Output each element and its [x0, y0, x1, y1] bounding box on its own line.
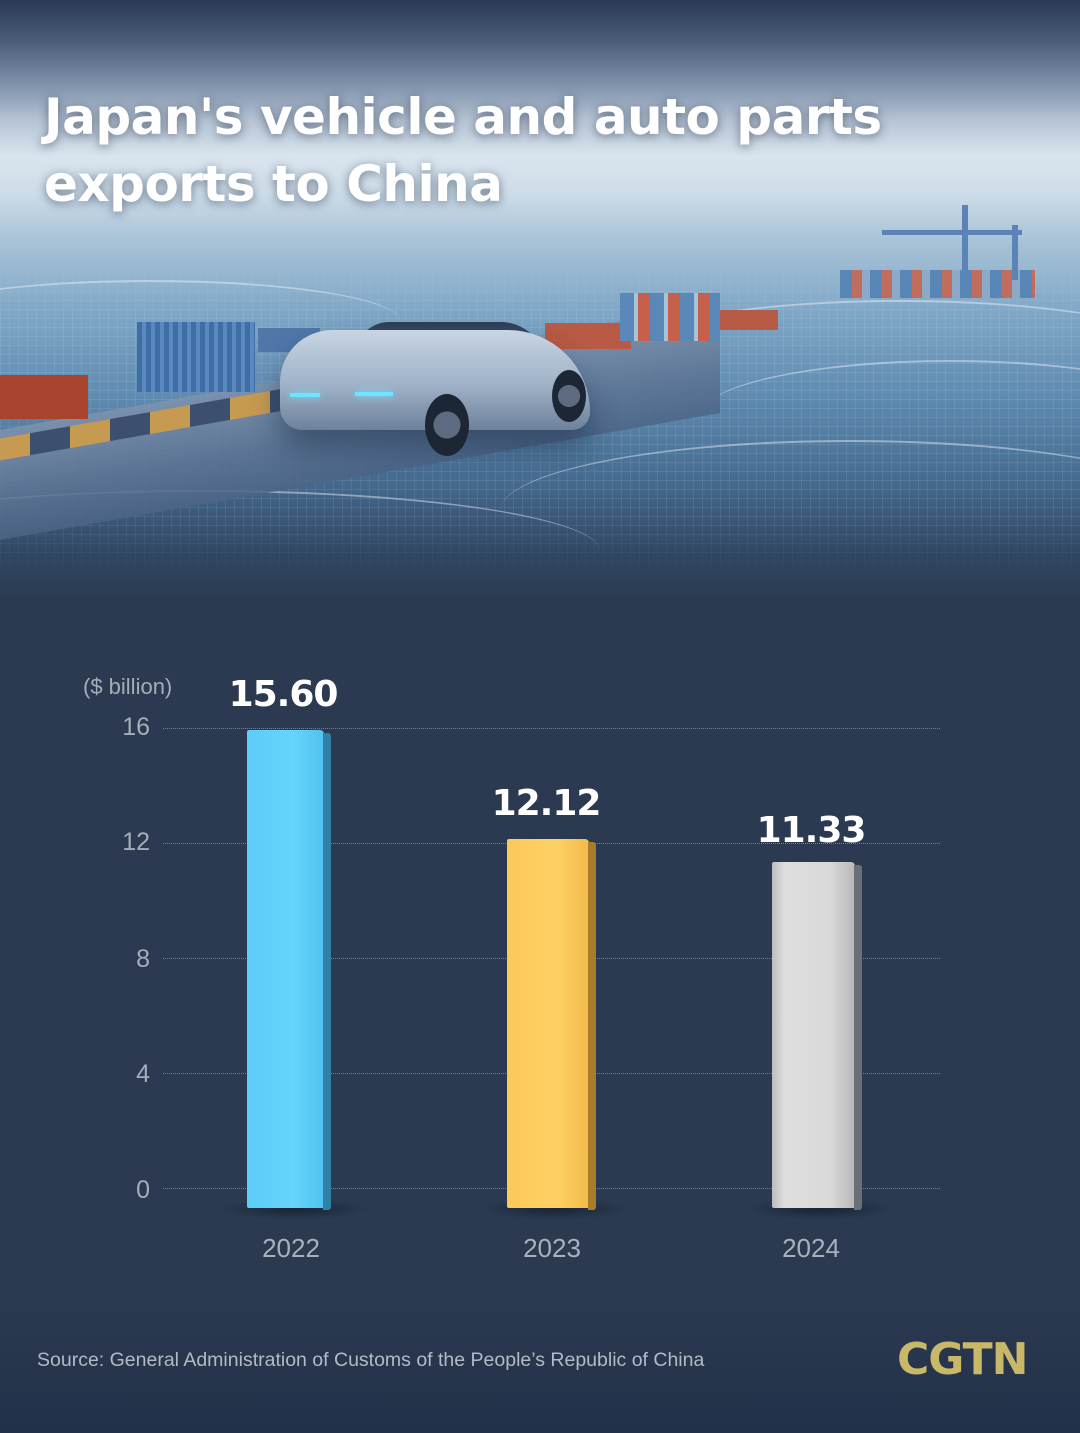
source-note: Source: General Administration of Custom…: [37, 1349, 705, 1371]
wave-line: [0, 490, 600, 600]
page-title: Japan's vehicle and auto parts exports t…: [44, 84, 944, 218]
car-wheel: [552, 370, 586, 422]
bar-2024: [772, 862, 862, 1210]
y-tick-label: 4: [136, 1060, 150, 1088]
value-label-2024: 11.33: [756, 810, 867, 851]
shipping-container-red: [0, 375, 88, 419]
hero-illustration: [0, 0, 1080, 600]
x-tick-label-2024: 2024: [782, 1233, 840, 1263]
port-crane: [1012, 225, 1018, 280]
footer: [0, 1300, 1080, 1433]
y-tick-label: 0: [136, 1176, 150, 1204]
wave-line: [500, 440, 1080, 582]
y-tick-label: 12: [122, 828, 150, 856]
bar-side: [854, 865, 862, 1210]
shipping-container-blue: [137, 322, 255, 392]
wave-line: [600, 300, 1080, 422]
car-headlight: [355, 392, 393, 396]
cargo-ship: [840, 270, 1035, 298]
value-label-2022: 15.60: [228, 674, 339, 715]
title-line-2: exports to China: [44, 155, 503, 213]
port-crane: [882, 230, 1022, 235]
title-line-1: Japan's vehicle and auto parts: [44, 88, 882, 146]
y-axis-unit-label: ($ billion): [83, 674, 173, 699]
bar-2023: [507, 839, 596, 1210]
y-tick-label: 8: [136, 945, 150, 973]
bar-2022: [247, 730, 331, 1210]
x-tick-label-2022: 2022: [262, 1233, 320, 1263]
shipping-container-red: [720, 310, 778, 330]
port-crane: [962, 205, 968, 280]
bar-side: [588, 842, 596, 1210]
y-tick-label: 16: [122, 713, 150, 741]
cgtn-logo: CGTN: [897, 1334, 1028, 1385]
shipping-container-red: [545, 323, 631, 349]
x-tick-label-2023: 2023: [523, 1233, 581, 1263]
container-stack: [620, 293, 720, 341]
car-wheel: [425, 394, 469, 456]
car-headlight: [290, 393, 320, 397]
value-label-2023: 12.12: [491, 783, 602, 824]
bar-side: [323, 733, 331, 1210]
gridline: [163, 728, 940, 729]
wave-line: [0, 280, 400, 362]
wave-line: [700, 360, 1080, 472]
